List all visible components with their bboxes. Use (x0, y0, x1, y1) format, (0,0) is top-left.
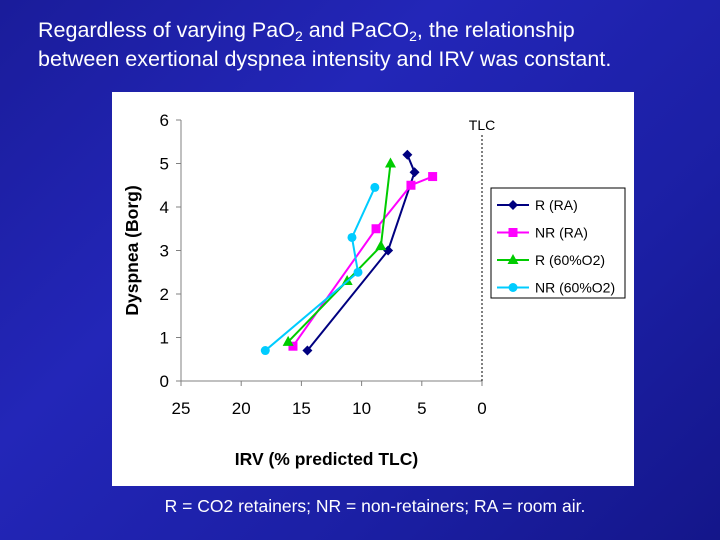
y-tick-label: 4 (160, 198, 169, 217)
chart-svg: 0 1 2 3 4 5 6 25 20 15 10 5 0 IRV (% predicted TLC) Dy… (122, 111, 626, 469)
series-line-0 (306, 154, 416, 352)
data-point-3-1 (353, 267, 363, 277)
series-line-2 (287, 163, 392, 343)
legend-label-1: NR (RA) (535, 225, 588, 241)
y-tick-label: 0 (160, 372, 169, 391)
title-co: CO (376, 18, 410, 42)
legend-label-3: NR (60%O2) (535, 280, 615, 296)
title-subscript-2: 2 (409, 28, 417, 44)
data-point-2-0 (282, 335, 294, 346)
data-point-0-2 (409, 167, 420, 178)
legend-marker-3 (508, 283, 518, 292)
y-tick-label: 6 (160, 111, 169, 130)
y-tick-label: 5 (160, 155, 169, 174)
title-subscript-1: 2 (294, 28, 303, 44)
data-point-2-2 (375, 240, 387, 251)
data-point-1-0 (288, 341, 298, 351)
data-point-3-3 (370, 182, 380, 192)
x-tick-label: 15 (292, 399, 311, 418)
series-line-3 (264, 187, 376, 352)
data-point-3-2 (347, 232, 357, 242)
legend-label-0: R (RA) (535, 197, 578, 213)
title-text-a: Regardless of varying Pa (38, 18, 279, 42)
title-text-c: , the relationship (416, 18, 575, 42)
legend-marker-1 (508, 228, 518, 237)
x-tick-label: 0 (477, 399, 486, 418)
slide-title: Regardless of varying PaO2 and PaCO2, th… (38, 16, 708, 74)
data-point-1-2 (406, 180, 416, 190)
legend-label-2: R (60%O2) (535, 252, 605, 268)
data-point-0-1 (383, 245, 394, 256)
footnote: R = CO2 retainers; NR = non-retainers; R… (164, 496, 586, 516)
legend-marker-2 (507, 254, 519, 264)
y-tick-label: 1 (160, 329, 169, 348)
x-tick-label: 10 (352, 399, 371, 418)
title-text-b: and Pa (302, 18, 377, 42)
data-point-1-3 (428, 172, 438, 182)
data-point-0-0 (302, 345, 313, 356)
y-axis-title: Dyspnea (Borg) (122, 185, 142, 315)
data-point-2-3 (384, 157, 396, 168)
title-line-2: between exertional dyspnea intensity and… (38, 47, 612, 71)
data-point-1-1 (371, 224, 381, 234)
title-o: O (278, 18, 295, 42)
x-tick-label: 25 (172, 399, 191, 418)
y-tick-label: 3 (160, 242, 169, 261)
x-tick-label: 20 (232, 399, 251, 418)
chart-panel: 0 1 2 3 4 5 6 25 20 15 10 5 0 IRV (% predicted TLC) Dy… (112, 92, 634, 486)
x-tick-label: 5 (417, 399, 426, 418)
legend-marker-0 (508, 200, 518, 210)
x-axis-title: IRV (% predicted TLC) (235, 449, 418, 469)
data-point-3-0 (260, 346, 270, 356)
y-tick-label: 2 (160, 285, 169, 304)
data-point-0-3 (402, 149, 413, 160)
title-line-1: Regardless of varying PaO2 and PaCO2, th… (38, 16, 708, 45)
tlc-label: TLC (469, 117, 495, 133)
series-line-1 (292, 175, 434, 347)
